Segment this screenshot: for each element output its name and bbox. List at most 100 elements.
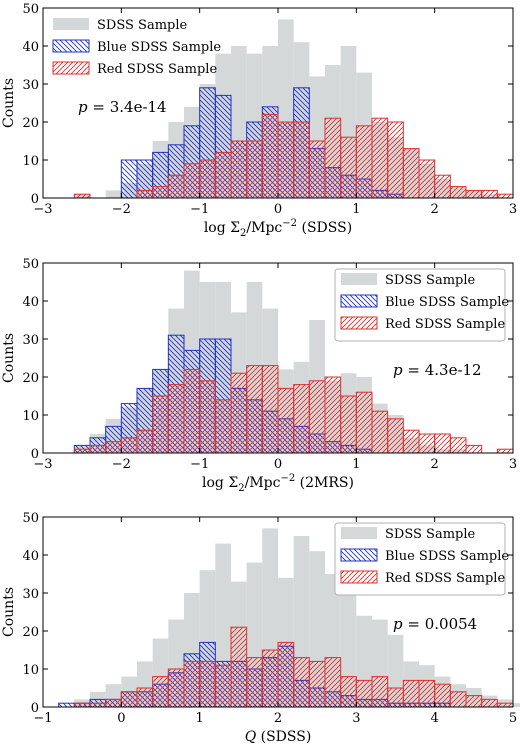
histogram-bar [152,186,169,199]
legend-swatch [52,39,90,53]
histogram-bar [387,687,404,708]
x-axis-label-unit: /Mpc [245,475,281,491]
histogram-bar [230,626,248,708]
x-axis-label-unit: /Mpc [246,220,282,236]
y-tick-label: 20 [22,625,39,640]
histogram-bar [136,429,154,454]
histogram-bar [496,193,514,199]
histogram-bar [308,380,326,454]
histogram-bar [214,151,232,199]
histogram-bar [465,695,483,708]
legend-swatch [341,527,377,539]
x-axis-label-main: log Σ [202,475,238,491]
histogram-bar [183,368,201,454]
histogram-bar [402,429,420,454]
histogram-bar [214,399,232,454]
p-value-symbol: p [393,361,403,379]
histogram-bar [402,679,420,708]
x-tick-label: 0 [117,711,125,726]
legend: SDSS Sample Blue SDSS Sample Red SDSS Samp… [334,268,509,342]
x-axis-label: log Σ2/Mpc−2 (2MRS) [202,473,354,494]
histogram-bar [261,365,279,454]
histogram-bar [167,174,185,199]
legend-label: Red SDSS Sample [385,317,505,332]
histogram-bar [324,657,342,708]
histogram-bar [261,649,279,708]
histogram-bar [371,117,389,199]
histogram-bar [434,683,451,708]
y-tick-label: 50 [22,511,39,526]
legend-swatch [52,61,90,75]
histogram-bar [73,193,91,199]
histogram-bar [513,703,520,707]
histogram-bar [355,391,373,454]
y-axis-label: Counts [1,78,17,128]
x-tick-label: −2 [112,457,131,472]
histogram-bar [89,444,107,454]
histogram-bar [293,121,310,199]
histogram-bar [277,387,295,454]
histogram-bar [277,641,295,708]
histogram-bar [308,660,326,708]
legend-label: SDSS Sample [385,273,476,288]
histogram-bar [152,676,169,708]
x-tick-label: −1 [190,202,209,217]
x-axis-label-suffix: (SDSS) [256,729,311,745]
series-hatch-fwd [73,626,514,708]
y-tick-label: 10 [22,409,39,424]
p-value-text: = 4.3e-12 [403,361,482,379]
p-value-symbol: p [393,615,403,633]
histogram-bar [136,189,154,199]
x-tick-label: 3 [509,202,517,217]
y-tick-label: 30 [22,587,39,602]
histogram-bar [89,702,107,708]
histogram-bar [418,679,436,708]
x-tick-label: 2 [431,202,439,217]
histogram-bar [449,186,467,199]
x-axis-label-superscript: −2 [282,218,297,229]
histogram-bar [371,676,389,708]
histogram-bar [105,441,122,454]
histogram-bar [449,437,467,454]
x-tick-label: 0 [274,457,282,472]
p-value-text: = 3.4e-14 [88,98,167,116]
histogram-bar [246,140,263,199]
histogram-bar [387,121,404,199]
x-tick-label: 0 [274,202,282,217]
y-tick-label: 0 [31,447,39,462]
y-tick-label: 40 [22,549,39,564]
y-tick-label: 0 [31,192,39,207]
histogram-bar [355,125,373,199]
legend-label: Red SDSS Sample [385,571,505,586]
histogram-bar [199,159,216,199]
histogram-bar [481,189,498,199]
p-value-annotation: p = 0.0054 [393,615,477,633]
p-value-annotation: p = 3.4e-14 [78,98,167,116]
x-tick-label: 2 [431,457,439,472]
x-tick-label: −3 [33,457,52,472]
histogram-bar [434,433,451,454]
x-tick-label: −1 [33,711,52,726]
y-tick-label: 50 [22,257,39,272]
x-axis-label-suffix: (SDSS) [297,220,352,236]
histogram-bar [261,113,279,199]
histogram-bar [183,660,201,708]
histogram-bar [340,395,357,454]
histogram-bar [152,395,169,454]
y-tick-label: 10 [22,663,39,678]
legend-swatch [340,570,378,584]
x-tick-label: −1 [190,457,209,472]
x-axis-label: Q (SDSS) [245,729,312,745]
p-value-symbol: p [78,98,88,116]
histogram-bar [277,121,295,199]
legend-swatch [340,316,378,330]
histogram-bar [418,433,436,454]
histogram-bar [136,687,154,708]
histogram-bar [371,410,389,454]
legend-label: SDSS Sample [97,18,188,33]
x-tick-label: −3 [33,202,52,217]
